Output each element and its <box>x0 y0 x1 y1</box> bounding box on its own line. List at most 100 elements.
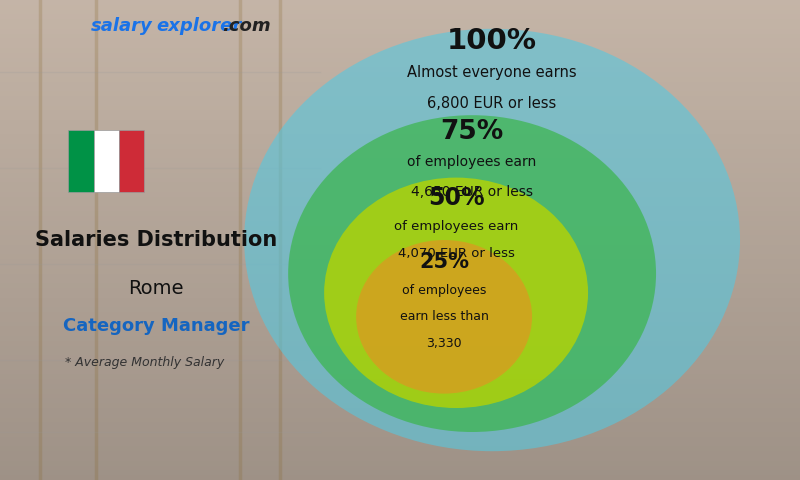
Bar <box>0 230 800 235</box>
Bar <box>0 302 800 307</box>
Bar <box>0 149 800 154</box>
Bar <box>0 197 800 202</box>
Bar <box>0 206 800 211</box>
Bar <box>0 115 800 120</box>
Bar <box>0 96 800 101</box>
Bar <box>0 427 800 432</box>
Bar <box>0 221 800 226</box>
Bar <box>0 235 800 240</box>
Bar <box>0 38 800 43</box>
Text: Salaries Distribution: Salaries Distribution <box>35 230 278 250</box>
Text: * Average Monthly Salary: * Average Monthly Salary <box>65 356 224 369</box>
Bar <box>0 288 800 293</box>
Bar <box>0 0 800 5</box>
Bar <box>0 58 800 62</box>
Ellipse shape <box>356 240 532 394</box>
Bar <box>0 125 800 130</box>
Bar <box>0 293 800 298</box>
Bar <box>0 298 800 302</box>
Bar <box>0 53 800 58</box>
Bar <box>0 283 800 288</box>
Bar <box>0 456 800 461</box>
Text: 50%: 50% <box>428 186 485 210</box>
Bar <box>0 254 800 259</box>
Bar <box>0 168 800 173</box>
Bar <box>0 101 800 106</box>
Text: Almost everyone earns: Almost everyone earns <box>407 64 577 80</box>
Bar <box>0 370 800 374</box>
Bar <box>0 211 800 216</box>
Bar <box>0 106 800 110</box>
Bar <box>0 144 800 149</box>
Bar <box>0 403 800 408</box>
Bar <box>0 398 800 403</box>
Text: earn less than: earn less than <box>400 310 489 324</box>
Bar <box>0 86 800 91</box>
Text: of employees earn: of employees earn <box>407 155 537 169</box>
Text: explorer: explorer <box>156 17 242 36</box>
Bar <box>0 446 800 451</box>
Text: 100%: 100% <box>447 27 537 55</box>
Bar <box>0 331 800 336</box>
Bar <box>0 389 800 394</box>
Bar <box>0 5 800 10</box>
Bar <box>94 130 119 192</box>
Bar <box>0 245 800 250</box>
Bar <box>0 120 800 125</box>
Bar <box>0 470 800 475</box>
Bar <box>0 77 800 82</box>
Text: salary: salary <box>90 17 152 36</box>
Bar <box>0 130 800 134</box>
Text: .com: .com <box>222 17 270 36</box>
Bar <box>0 365 800 370</box>
Bar <box>0 394 800 398</box>
Bar <box>0 466 800 470</box>
Bar <box>0 216 800 221</box>
Bar <box>0 336 800 341</box>
Bar <box>0 182 800 187</box>
Bar <box>0 72 800 77</box>
Text: 4,650 EUR or less: 4,650 EUR or less <box>411 185 533 199</box>
Bar <box>0 192 800 197</box>
Text: 4,070 EUR or less: 4,070 EUR or less <box>398 247 514 260</box>
Bar <box>0 437 800 442</box>
Bar <box>0 187 800 192</box>
Bar <box>0 274 800 278</box>
Bar <box>0 307 800 312</box>
Bar <box>0 312 800 317</box>
Text: of employees earn: of employees earn <box>394 220 518 233</box>
Bar <box>0 250 800 254</box>
Bar <box>68 130 94 192</box>
Bar <box>0 461 800 466</box>
Bar <box>0 413 800 418</box>
Bar <box>0 432 800 437</box>
Ellipse shape <box>324 178 588 408</box>
Bar <box>119 130 144 192</box>
Bar <box>0 163 800 168</box>
Bar <box>0 91 800 96</box>
Bar <box>0 110 800 115</box>
Text: Rome: Rome <box>129 278 184 298</box>
Bar <box>0 34 800 38</box>
Text: 6,800 EUR or less: 6,800 EUR or less <box>427 96 557 111</box>
Bar <box>0 10 800 14</box>
Bar <box>0 139 800 144</box>
Bar <box>0 475 800 480</box>
Bar <box>0 350 800 355</box>
Bar <box>0 322 800 326</box>
Bar <box>0 317 800 322</box>
Text: of employees: of employees <box>402 284 486 297</box>
Ellipse shape <box>244 29 740 451</box>
Bar <box>0 408 800 413</box>
Bar <box>0 43 800 48</box>
Bar <box>0 82 800 86</box>
Bar <box>0 202 800 206</box>
Bar <box>0 379 800 384</box>
Bar <box>0 360 800 365</box>
Bar <box>0 259 800 264</box>
Bar <box>0 62 800 67</box>
Bar <box>0 134 800 139</box>
Bar <box>0 178 800 182</box>
Ellipse shape <box>288 115 656 432</box>
Bar <box>0 374 800 379</box>
